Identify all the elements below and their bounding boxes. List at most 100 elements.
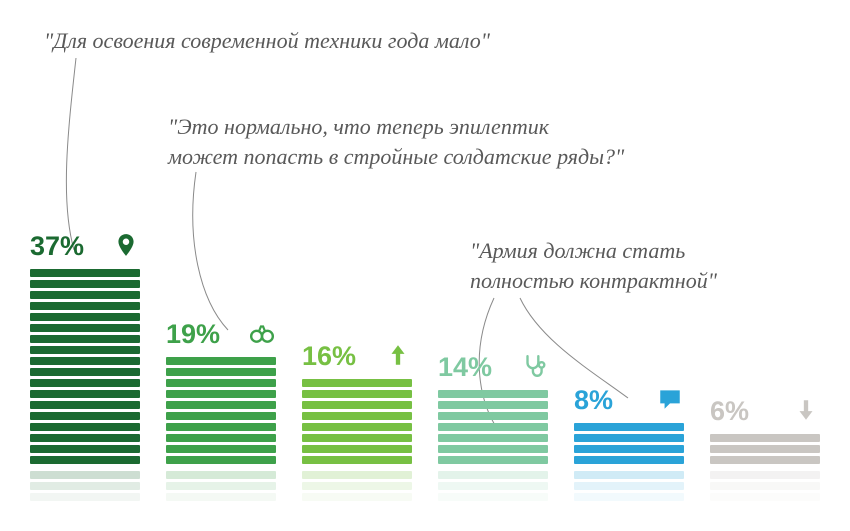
bar-segment — [30, 379, 140, 387]
bar-reflection-segment — [166, 482, 276, 490]
bar-1: 37% — [30, 226, 140, 501]
bar-segment — [166, 423, 276, 431]
bar-segment — [302, 434, 412, 442]
bar-segment — [574, 445, 684, 453]
bar-segment — [30, 313, 140, 321]
bar-2: 19% — [166, 314, 276, 501]
bar-3: 16% — [302, 336, 412, 501]
bar-segment — [166, 456, 276, 464]
bar-segment — [30, 280, 140, 288]
bar-reflection-segment — [166, 493, 276, 501]
location-pin-icon — [112, 230, 140, 260]
bar-6: 6% — [710, 391, 820, 501]
bar-reflection-segment — [302, 493, 412, 501]
bar-segment — [438, 445, 548, 453]
bar-segment — [166, 379, 276, 387]
bar-reflection-segment — [710, 471, 820, 479]
arrow-up-icon — [384, 340, 412, 370]
bar-segment — [30, 269, 140, 277]
bar-reflection-segment — [710, 482, 820, 490]
bar-4: 14% — [438, 347, 548, 501]
bar-segment — [438, 423, 548, 431]
bar-body — [574, 420, 684, 464]
bar-segment — [710, 445, 820, 453]
bar-reflection — [710, 468, 820, 501]
bar-segment — [166, 434, 276, 442]
quote-1: "Для освоения современной техники года м… — [44, 26, 490, 56]
bar-header: 19% — [166, 314, 276, 348]
bar-segment — [30, 368, 140, 376]
bar-segment — [30, 335, 140, 343]
stethoscope-icon — [520, 351, 548, 381]
bar-segment — [302, 423, 412, 431]
bar-segment — [574, 434, 684, 442]
bar-segment — [302, 379, 412, 387]
bar-reflection-segment — [574, 471, 684, 479]
bar-reflection-segment — [438, 493, 548, 501]
handcuffs-icon — [248, 318, 276, 348]
bar-reflection-segment — [302, 471, 412, 479]
bar-segment — [30, 401, 140, 409]
bar-reflection-segment — [302, 482, 412, 490]
arrow-down-icon — [792, 395, 820, 425]
bar-segment — [438, 390, 548, 398]
bar-reflection-segment — [30, 471, 140, 479]
bar-segment — [302, 456, 412, 464]
bar-segment — [30, 291, 140, 299]
bar-segment — [30, 412, 140, 420]
bar-segment — [30, 390, 140, 398]
quote-2: "Это нормально, что теперь эпилептик мож… — [168, 112, 624, 171]
bar-header: 37% — [30, 226, 140, 260]
bar-segment — [438, 412, 548, 420]
bar-segment — [30, 445, 140, 453]
bar-reflection-segment — [574, 493, 684, 501]
bar-chart: 37% 19% 16% 14% 8% 6% — [30, 201, 820, 501]
bar-segment — [302, 401, 412, 409]
bar-label: 37% — [30, 233, 84, 260]
bar-segment — [30, 434, 140, 442]
bar-label: 14% — [438, 354, 492, 381]
bar-segment — [166, 445, 276, 453]
bar-label: 19% — [166, 321, 220, 348]
bar-segment — [30, 324, 140, 332]
bar-header: 8% — [574, 380, 684, 414]
bar-reflection — [302, 468, 412, 501]
bar-segment — [438, 456, 548, 464]
bar-segment — [166, 401, 276, 409]
bar-segment — [166, 357, 276, 365]
bar-reflection-segment — [166, 471, 276, 479]
bar-segment — [574, 423, 684, 431]
bar-body — [710, 431, 820, 464]
bar-segment — [30, 346, 140, 354]
bar-segment — [30, 302, 140, 310]
bar-body — [438, 387, 548, 464]
bar-reflection-segment — [438, 482, 548, 490]
bar-body — [30, 266, 140, 464]
bar-segment — [30, 456, 140, 464]
bar-label: 16% — [302, 343, 356, 370]
bar-segment — [166, 368, 276, 376]
bar-reflection — [438, 468, 548, 501]
bar-header: 14% — [438, 347, 548, 381]
bar-segment — [30, 357, 140, 365]
bar-header: 6% — [710, 391, 820, 425]
bar-reflection-segment — [438, 471, 548, 479]
bar-segment — [302, 390, 412, 398]
bar-label: 6% — [710, 398, 749, 425]
bar-reflection — [574, 468, 684, 501]
bar-segment — [166, 390, 276, 398]
bar-reflection-segment — [30, 493, 140, 501]
bar-reflection-segment — [574, 482, 684, 490]
comment-icon — [656, 384, 684, 414]
bar-segment — [302, 412, 412, 420]
bar-segment — [574, 456, 684, 464]
bar-segment — [710, 434, 820, 442]
bar-body — [166, 354, 276, 464]
bar-body — [302, 376, 412, 464]
bar-segment — [710, 456, 820, 464]
bar-segment — [166, 412, 276, 420]
bar-segment — [30, 423, 140, 431]
bar-5: 8% — [574, 380, 684, 501]
bar-reflection-segment — [30, 482, 140, 490]
bar-segment — [438, 434, 548, 442]
